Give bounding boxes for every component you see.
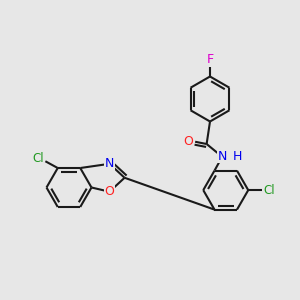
- Text: H: H: [232, 150, 242, 163]
- Text: Cl: Cl: [32, 152, 44, 165]
- Text: Cl: Cl: [263, 184, 275, 196]
- Text: F: F: [206, 53, 214, 66]
- Text: O: O: [183, 135, 193, 148]
- Text: N: N: [105, 157, 114, 170]
- Text: N: N: [218, 150, 227, 163]
- Text: O: O: [105, 185, 114, 198]
